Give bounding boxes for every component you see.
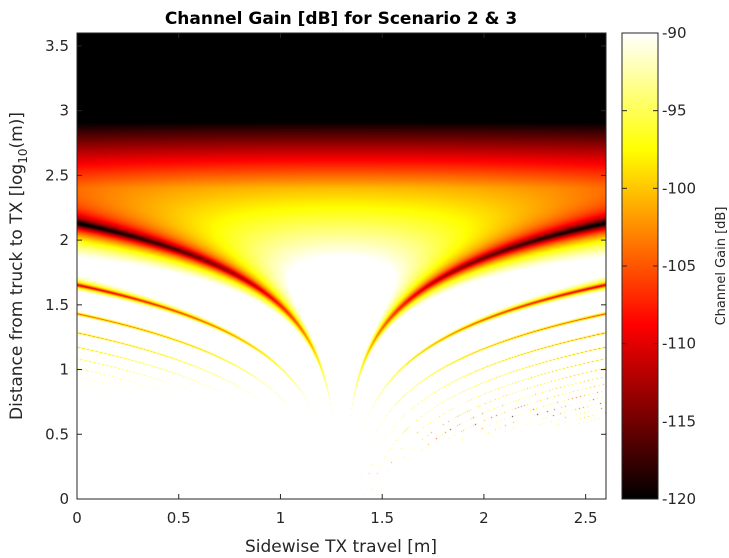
- y-tick-label: 1: [59, 361, 69, 379]
- y-axis-label: Distance from truck to TX [log10(m)]: [7, 112, 30, 420]
- y-tick-label: 3.5: [45, 37, 69, 55]
- x-axis-ticks: 0 0.5 1 1.5 2 2.5: [72, 33, 598, 527]
- plot-frame: [76, 32, 607, 500]
- x-axis-label: Sidewise TX travel [m]: [245, 537, 437, 557]
- colorbar: [621, 32, 659, 500]
- colorbar-tick-label: -120: [662, 490, 696, 508]
- heatmap-image: [77, 33, 606, 499]
- y-axis-label-end: (m)]: [7, 112, 27, 148]
- x-tick-label: 2: [479, 509, 489, 527]
- x-tick-label: 1: [276, 509, 286, 527]
- colorbar-tick-label: -110: [662, 335, 696, 353]
- y-tick-label: 0.5: [45, 425, 69, 443]
- colorbar-ticks: -90 -95 -100 -105 -110 -115 -120: [622, 24, 696, 508]
- colorbar-label: Channel Gain [dB]: [714, 207, 729, 326]
- x-tick-label: 2.5: [574, 509, 598, 527]
- y-axis-label-subscript: 10: [16, 149, 30, 164]
- y-tick-label: 2: [59, 231, 69, 249]
- y-tick-label: 1.5: [45, 296, 69, 314]
- colorbar-tick-label: -105: [662, 257, 696, 275]
- colorbar-tick-label: -100: [662, 179, 696, 197]
- y-tick-label: 3: [59, 102, 69, 120]
- x-tick-label: 1.5: [370, 509, 394, 527]
- y-tick-label: 0: [59, 490, 69, 508]
- chart-title: Channel Gain [dB] for Scenario 2 & 3: [165, 9, 517, 29]
- colorbar-tick-label: -90: [662, 24, 687, 42]
- x-tick-label: 0.5: [167, 509, 191, 527]
- colorbar-tick-label: -95: [662, 102, 687, 120]
- y-axis-label-main: Distance from truck to TX [log: [7, 164, 27, 420]
- x-tick-label: 0: [72, 509, 82, 527]
- y-tick-label: 2.5: [45, 166, 69, 184]
- y-axis-ticks: 0 0.5 1 1.5 2 2.5 3 3.5: [45, 37, 606, 508]
- colorbar-tick-label: -115: [662, 412, 696, 430]
